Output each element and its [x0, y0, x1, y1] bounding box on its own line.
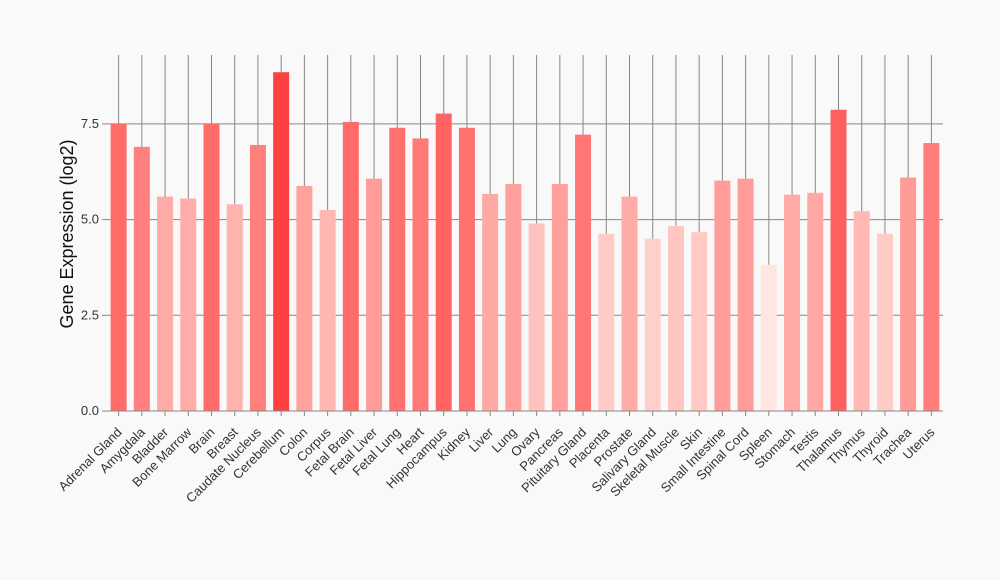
bar-stomach [784, 194, 801, 411]
bar-thymus [853, 211, 870, 411]
bar-fetal-lung [389, 127, 406, 411]
bar-fetal-brain [342, 121, 359, 411]
bar-corpus [319, 210, 336, 411]
bar-thyroid [876, 233, 893, 411]
bar-spleen [760, 264, 777, 411]
bar-colon [296, 185, 313, 411]
bar-ovary [528, 223, 545, 411]
y-tick-label: 7.5 [81, 116, 99, 131]
y-tick-label: 0.0 [81, 403, 99, 418]
bar-fetal-liver [366, 178, 383, 411]
bar-heart [412, 138, 429, 411]
bar-lung [505, 184, 522, 411]
bar-breast [226, 204, 243, 411]
bar-pituitary-gland [575, 134, 592, 411]
bar-bone-marrow [180, 198, 197, 411]
bar-testis [807, 192, 824, 411]
bar-kidney [458, 127, 475, 411]
bar-hippocampus [435, 113, 452, 411]
bar-thalamus [830, 109, 847, 412]
bar-spinal-cord [737, 178, 754, 411]
bar-prostate [621, 196, 638, 411]
bar-liver [482, 193, 499, 411]
bar-adrenal-gland [110, 123, 127, 411]
y-tick-labels: 0.0 2.5 5.0 7.5 [81, 116, 99, 418]
bar-placenta [598, 233, 615, 411]
bar-salivary-gland [644, 238, 661, 411]
bars [110, 72, 940, 412]
bar-uterus [923, 143, 940, 411]
bar-caudate-nucleus [249, 144, 266, 412]
bar-pancreas [551, 184, 568, 411]
y-axis-title: Gene Expression (log2) [57, 139, 77, 328]
bar-small-intestine [714, 180, 731, 411]
bar-amygdala [133, 146, 150, 411]
bar-trachea [900, 177, 917, 411]
bar-cerebellum [273, 72, 290, 412]
bar-skin [691, 232, 708, 411]
axes [102, 123, 943, 416]
bar-skeletal-muscle [667, 226, 684, 411]
bar-bladder [157, 196, 174, 411]
y-tick-label: 2.5 [81, 307, 99, 322]
bar-brain [203, 123, 220, 411]
y-tick-label: 5.0 [81, 212, 99, 227]
